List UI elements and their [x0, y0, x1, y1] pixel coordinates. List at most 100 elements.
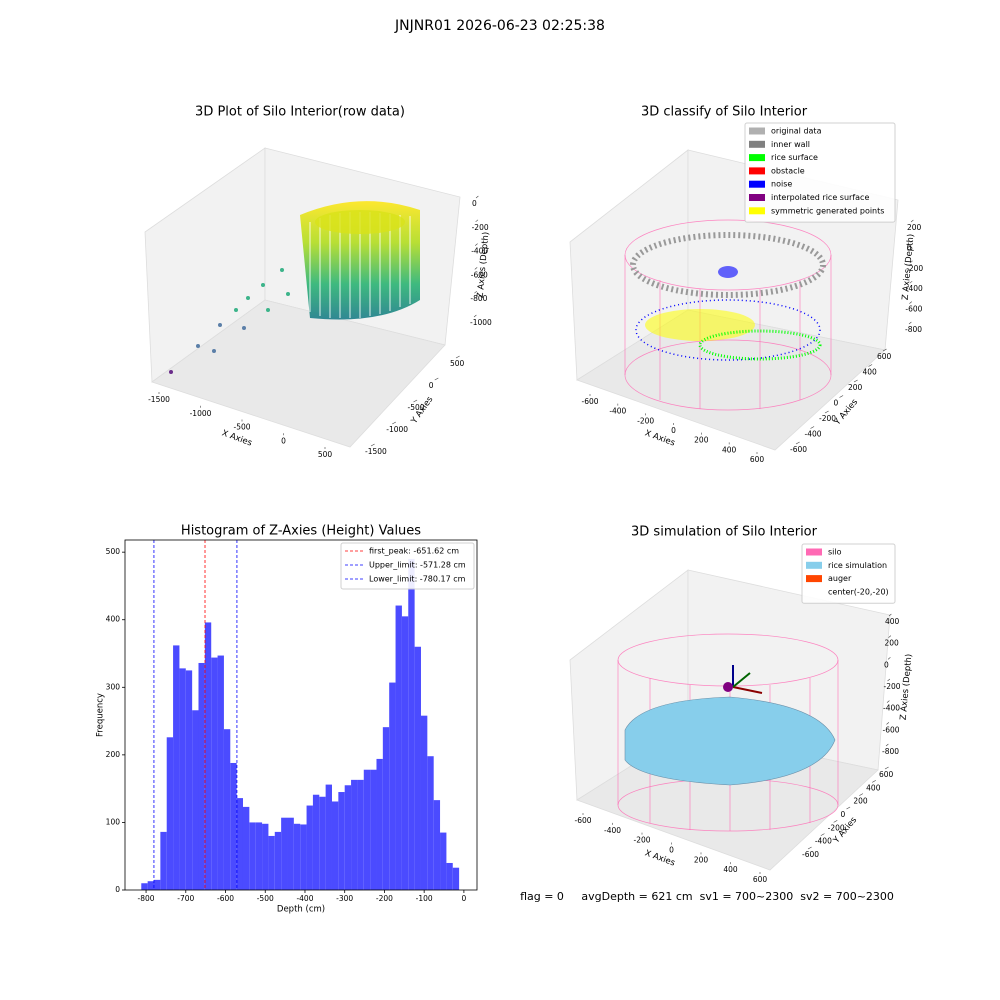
legend-label: symmetric generated points	[771, 206, 884, 215]
tick-label: -600	[790, 445, 807, 454]
tick-label: 600	[877, 352, 892, 361]
tick-mark	[887, 657, 891, 660]
legend-label: Lower_limit: -780.17 cm	[369, 575, 466, 584]
tick-label: -400	[906, 284, 923, 293]
legend-label: noise	[771, 180, 792, 189]
y-tick-label: 200	[106, 750, 121, 759]
bar	[440, 832, 447, 890]
tick-label: -600	[471, 270, 488, 279]
tick-label: 500	[450, 359, 465, 368]
tick-mark	[833, 820, 838, 823]
tick-label: 0	[907, 243, 912, 252]
tick-mark	[475, 219, 479, 223]
legend-label: first_peak: -651.62 cm	[369, 547, 459, 556]
tick-mark	[908, 321, 912, 325]
x-tick-label: -200	[376, 894, 393, 903]
bar	[446, 862, 453, 890]
tick-label: 600	[753, 875, 768, 884]
tick-label: 200	[848, 383, 863, 392]
x-tick-label: -100	[416, 894, 433, 903]
tick-label: 400	[863, 368, 878, 377]
point-cloud-1	[169, 201, 420, 374]
bar	[414, 646, 421, 890]
tick-label: -1000	[470, 318, 492, 327]
tick-mark	[910, 240, 914, 243]
bar	[338, 792, 345, 890]
bar	[268, 835, 275, 890]
tick-label: -1500	[148, 395, 170, 404]
surface-4	[617, 633, 839, 832]
bar	[249, 822, 256, 890]
bar	[363, 769, 371, 890]
figure-title: JNJNR01 2026-06-23 02:25:38	[394, 18, 605, 34]
footer-status: flag = 0 avgDepth = 621 cm sv1 = 700~230…	[520, 890, 894, 903]
tick-label: -500	[233, 423, 250, 432]
tick-label: -600	[883, 725, 900, 734]
bar	[401, 616, 409, 890]
x-axis-label: Depth (cm)	[277, 905, 325, 915]
tick-mark	[839, 395, 844, 398]
tick-label: -200	[472, 223, 489, 232]
legend-label: Upper_limit: -571.28 cm	[369, 561, 466, 570]
bar	[211, 657, 218, 890]
bar	[154, 879, 161, 890]
tick-label: -600	[581, 397, 598, 406]
tick-mark	[859, 793, 864, 796]
bar	[312, 794, 320, 890]
axis-label: Z Axies (Depth)	[476, 231, 492, 298]
x-tick-label: -400	[296, 894, 313, 903]
tick-label: -800	[470, 294, 487, 303]
tick-label: 0	[669, 846, 674, 855]
y-tick-label: 100	[106, 817, 121, 826]
tick-mark	[413, 399, 418, 403]
x-tick-label: -500	[257, 894, 274, 903]
tick-label: -200	[637, 416, 654, 425]
tick-mark	[886, 700, 890, 703]
panel-title: Histogram of Z-Axies (Height) Values	[181, 524, 421, 539]
legend-label: interpolated rice surface	[771, 193, 869, 202]
legend-swatch	[806, 561, 822, 569]
tick-label: 0	[841, 810, 846, 819]
bar	[179, 668, 186, 890]
tick-mark	[824, 410, 829, 414]
legend-label: silo	[828, 548, 842, 557]
tick-label: 600	[750, 455, 765, 464]
tick-mark	[474, 267, 478, 270]
tick-label: 400	[723, 865, 738, 874]
legend-box	[340, 542, 475, 590]
tick-label: 0	[429, 381, 434, 390]
tick-mark	[882, 348, 887, 352]
tick-mark	[884, 766, 889, 770]
tick-label: 0	[281, 436, 286, 445]
bar	[281, 817, 288, 890]
tick-mark	[872, 780, 876, 783]
tick-mark	[434, 377, 439, 381]
tick-label: 0	[472, 199, 477, 208]
tick-label: -1500	[365, 447, 387, 456]
bar	[287, 817, 294, 890]
bar	[389, 682, 396, 890]
tick-label: -800	[905, 325, 922, 334]
legend-label: center(-20,-20)	[828, 587, 889, 596]
y-axis-label: Frequency	[96, 693, 106, 737]
bar	[370, 769, 377, 890]
legend-swatch	[749, 194, 765, 201]
legend-swatch	[749, 140, 765, 148]
tick-label: 200	[694, 855, 709, 864]
tick-mark	[888, 635, 892, 638]
tick-mark	[853, 379, 858, 383]
bar	[331, 801, 339, 890]
bar	[236, 798, 243, 890]
bar	[185, 670, 193, 890]
tick-label: 400	[866, 783, 881, 792]
tick-label: -200	[828, 823, 845, 832]
bar	[376, 758, 383, 890]
bar	[325, 784, 332, 890]
tick-label: -600	[905, 305, 922, 314]
bar	[420, 715, 428, 890]
x-tick-label: -700	[177, 894, 194, 903]
legend-swatch	[749, 154, 765, 162]
bar	[166, 737, 174, 890]
x-tick-label: -800	[138, 894, 155, 903]
